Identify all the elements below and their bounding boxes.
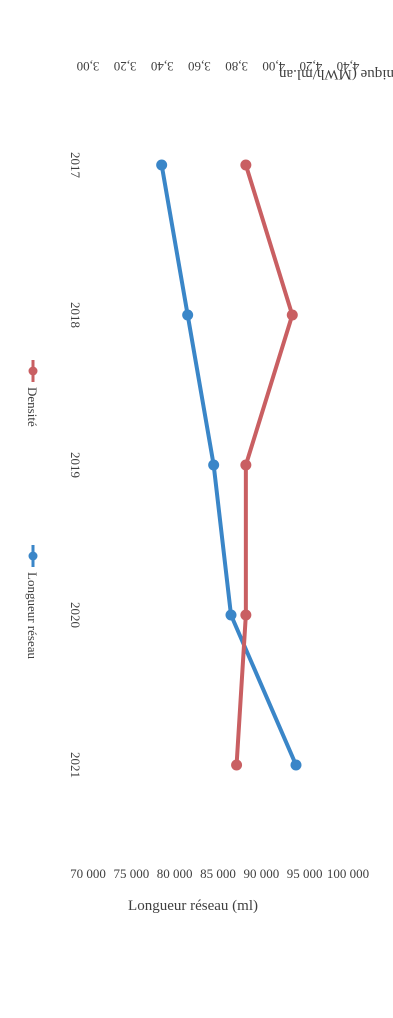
right-axis-title: Densité thermique (MWh/ml.an xyxy=(278,66,393,82)
left-axis-ticks: 70 000 75 000 80 000 85 000 90 000 95 000 100 … xyxy=(70,866,369,881)
right-tick-label: 4,40 xyxy=(337,59,360,74)
data-point-densite xyxy=(286,309,298,321)
x-tick-label: 2019 xyxy=(68,452,83,478)
x-tick-label: 2018 xyxy=(68,302,83,328)
series-line-longueur xyxy=(159,163,298,767)
left-tick-label: 100 000 xyxy=(327,866,369,881)
left-tick-label: 75 000 xyxy=(113,866,149,881)
series-points xyxy=(156,159,302,771)
right-tick-label: 4,20 xyxy=(299,59,322,74)
left-tick-label: 95 000 xyxy=(287,866,323,881)
left-tick-label: 70 000 xyxy=(70,866,106,881)
legend-marker-longueur xyxy=(28,551,38,561)
left-tick-label: 80 000 xyxy=(157,866,193,881)
data-point-densite xyxy=(240,159,252,171)
right-axis-ticks: 3,00 3,20 3,40 3,60 3,80 4,00 4,20 4,40 xyxy=(77,59,360,74)
data-point-densite xyxy=(240,609,252,621)
data-point-longueur xyxy=(182,309,194,321)
x-tick-label: 2017 xyxy=(68,152,83,179)
right-tick-label: 4,00 xyxy=(262,59,285,74)
legend-label-densite: Densité xyxy=(25,387,40,427)
left-tick-label: 90 000 xyxy=(243,866,279,881)
series-lines xyxy=(159,163,298,767)
left-axis-title: Longueur réseau (ml) xyxy=(128,898,258,914)
left-tick-label: 85 000 xyxy=(200,866,236,881)
right-tick-label: 3,00 xyxy=(77,59,100,74)
legend-marker-densite xyxy=(28,366,38,376)
x-tick-label: 2021 xyxy=(68,752,83,778)
legend: Longueur réseau Densité xyxy=(25,360,40,659)
data-point-longueur xyxy=(208,459,220,471)
data-point-longueur xyxy=(290,759,302,771)
data-point-longueur xyxy=(156,159,168,171)
data-point-densite xyxy=(231,759,243,771)
right-tick-label: 3,80 xyxy=(225,59,248,74)
right-tick-label: 3,20 xyxy=(114,59,137,74)
x-axis-ticks: 2017 2018 2019 2020 2021 xyxy=(68,152,83,778)
data-point-densite xyxy=(240,459,252,471)
data-point-longueur xyxy=(225,609,237,621)
right-tick-label: 3,40 xyxy=(151,59,174,74)
legend-label-longueur: Longueur réseau xyxy=(25,572,40,659)
x-tick-label: 2020 xyxy=(68,602,83,628)
right-tick-label: 3,60 xyxy=(188,59,211,74)
